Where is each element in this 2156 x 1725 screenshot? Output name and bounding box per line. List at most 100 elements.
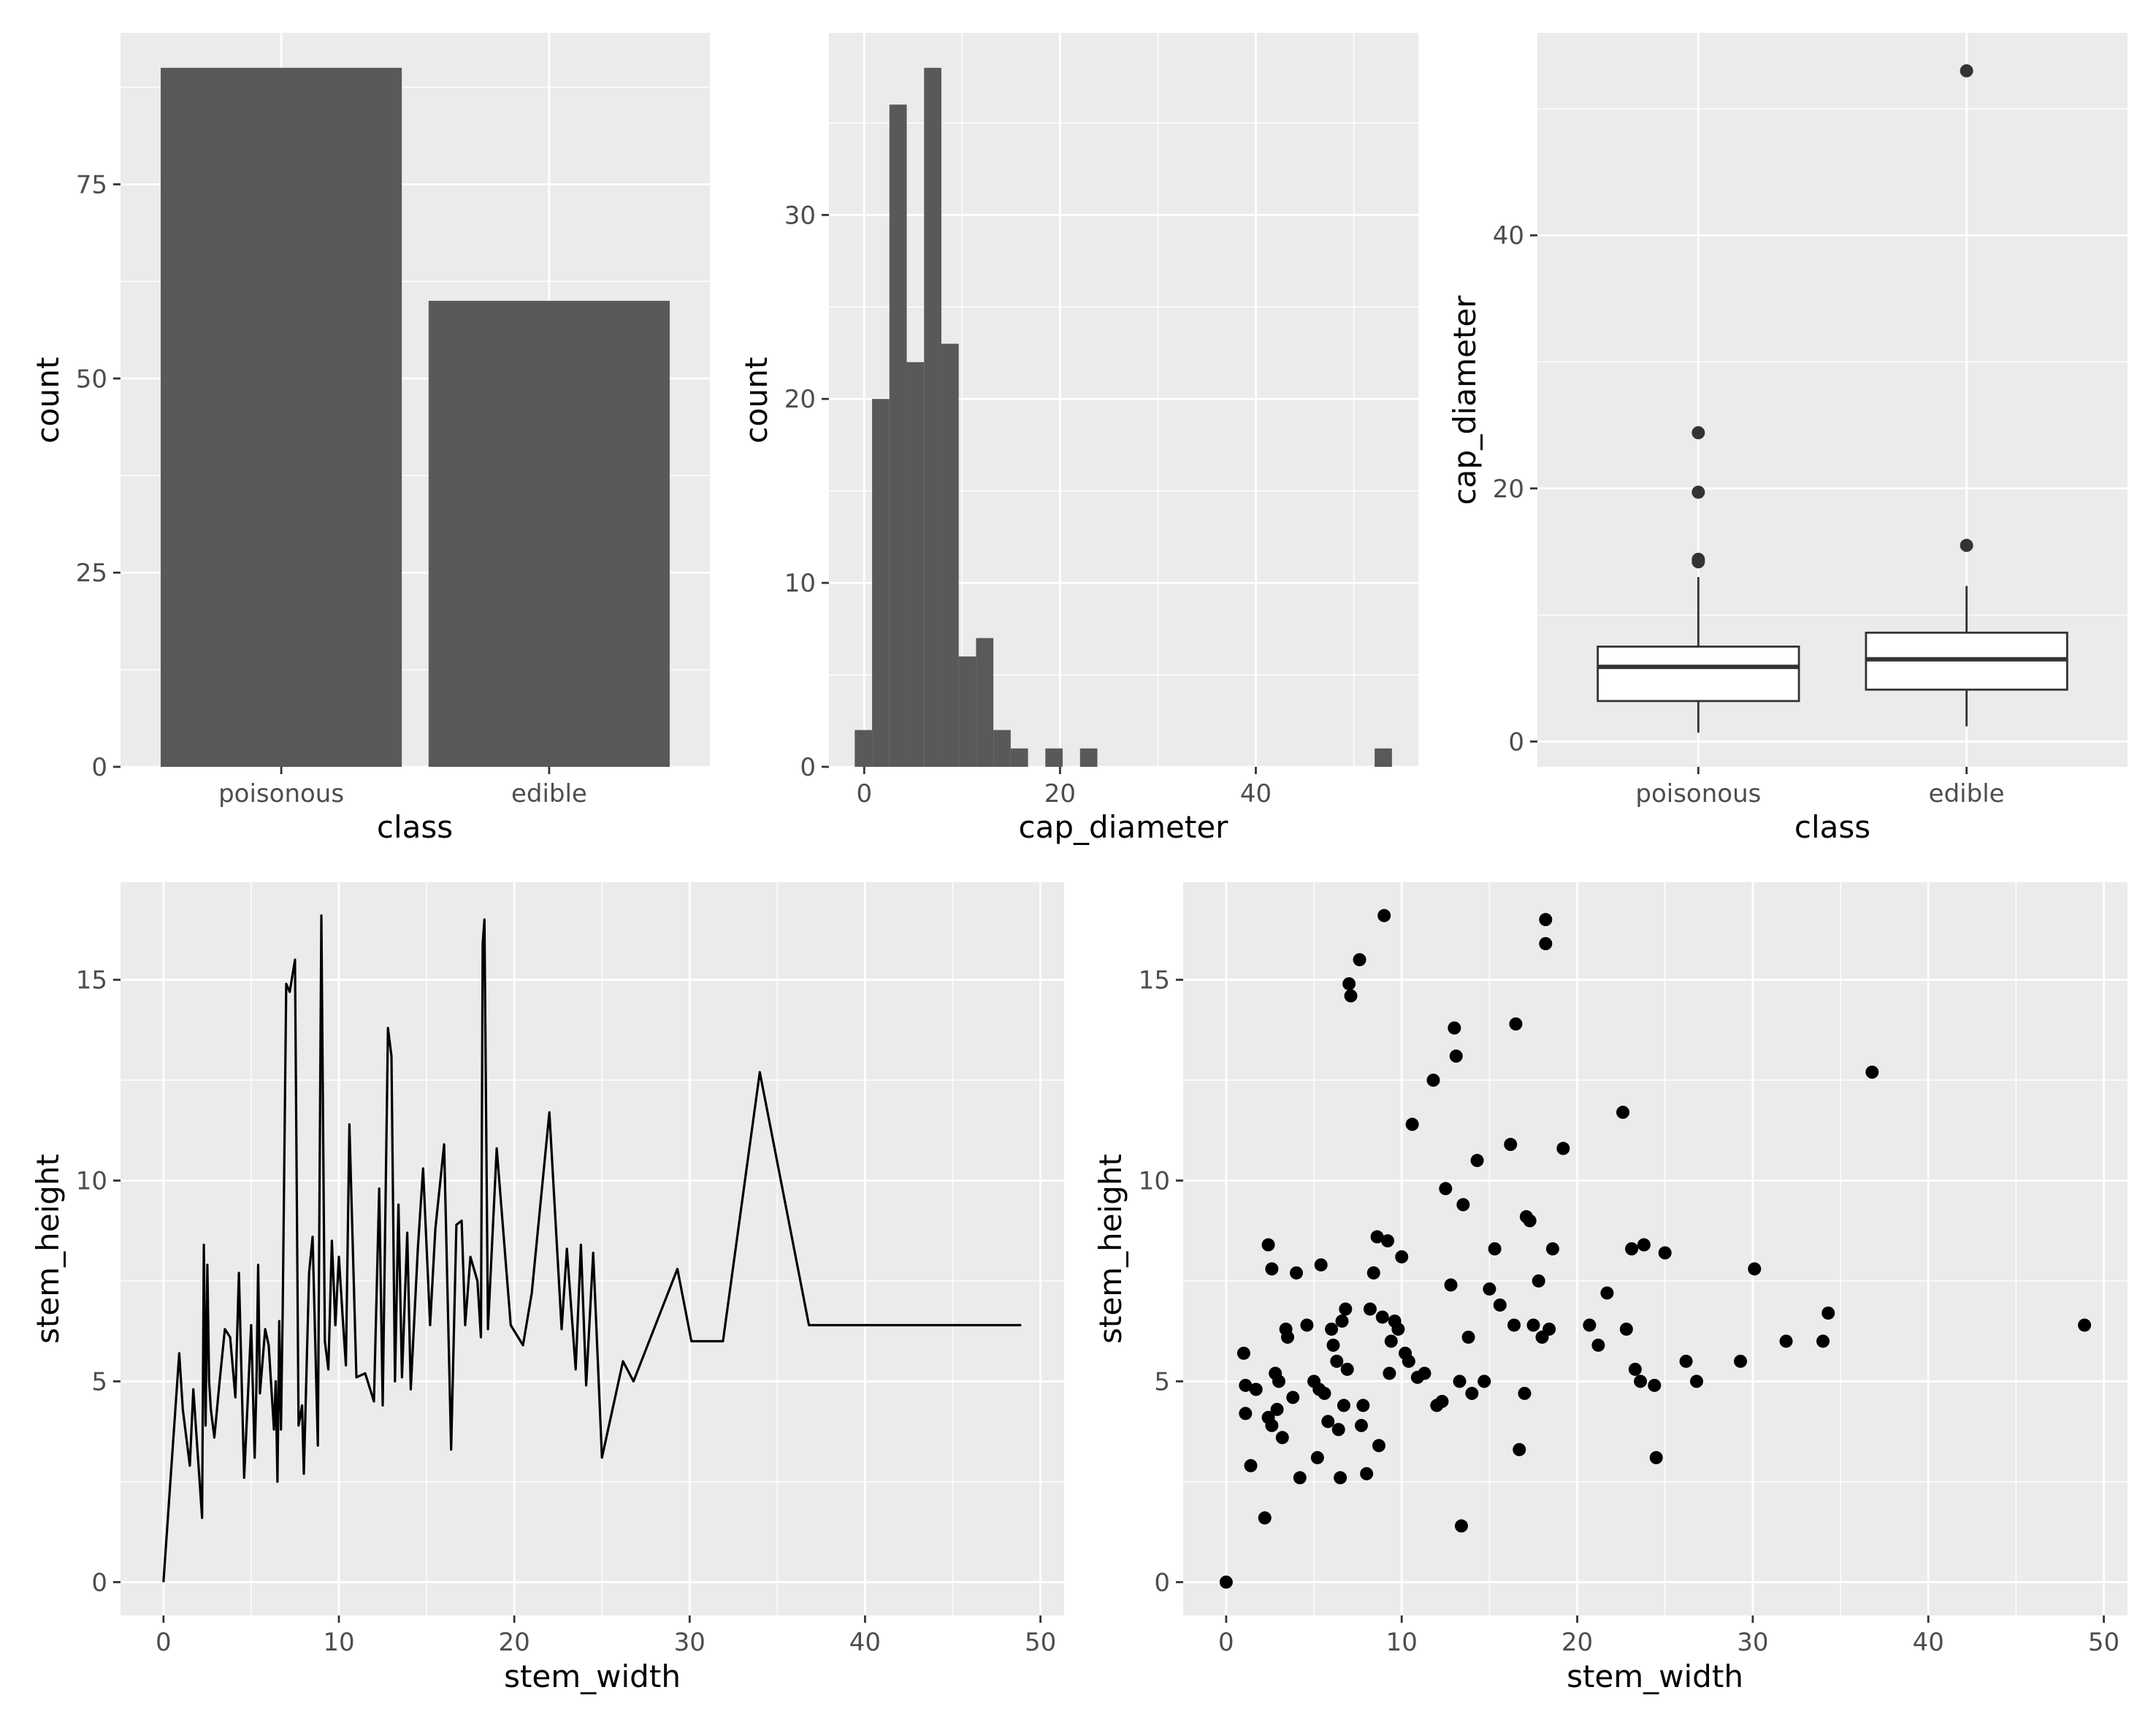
class-bar-bar-edible <box>428 300 670 767</box>
cap-hist-xlabel: cap_diameter <box>1019 809 1229 845</box>
stem-scatter-point <box>1335 1314 1349 1328</box>
class-bar-ytick-label: 0 <box>91 753 107 782</box>
stem-scatter-point <box>1449 1049 1463 1063</box>
stem-scatter-point <box>1366 1266 1380 1280</box>
stem-scatter-point <box>1272 1374 1285 1388</box>
cap-hist-ytick-label: 0 <box>800 753 816 782</box>
stem-scatter-point <box>1342 977 1356 991</box>
class-bar-xtick-label: poisonous <box>218 779 344 808</box>
stem-line-chart: 0 5 10 15 0 10 20 30 40 50 <box>76 882 1064 1657</box>
stem-scatter-point <box>1275 1431 1289 1445</box>
stem-scatter-point <box>1286 1391 1300 1404</box>
stem-scatter-point <box>1461 1330 1475 1344</box>
stem-scatter-point <box>1435 1394 1449 1408</box>
cap-box-ytick-label: 20 <box>1493 475 1524 504</box>
stem-scatter-point <box>1395 1250 1409 1263</box>
stem-scatter-point <box>1344 989 1358 1003</box>
stem-scatter-point <box>1426 1074 1440 1087</box>
stem-scatter-point <box>1523 1214 1537 1228</box>
cap-hist-bin <box>958 656 976 767</box>
stem-scatter-point <box>1249 1382 1263 1396</box>
stem-scatter-point <box>1493 1298 1507 1312</box>
stem-scatter-point <box>1625 1242 1639 1255</box>
stem-scatter-point <box>1619 1322 1633 1336</box>
stem-line-xtick-label: 0 <box>156 1628 172 1657</box>
stem-scatter-xtick-label: 40 <box>1913 1628 1944 1657</box>
stem-scatter-point <box>1354 1418 1368 1432</box>
stem-scatter-point <box>1384 1334 1398 1348</box>
stem-scatter-point <box>1649 1450 1663 1464</box>
cap-boxplot: 0 20 40 poisonous edible <box>1493 33 2128 808</box>
cap-hist-bin <box>993 730 1011 767</box>
stem-scatter-xtick-label: 20 <box>1561 1628 1593 1657</box>
cap-box-xtick-label: poisonous <box>1635 779 1761 808</box>
stem-scatter-point <box>1318 1386 1331 1400</box>
stem-scatter-point <box>1331 1423 1345 1437</box>
cap-box-xtick-label: edible <box>1929 779 2005 808</box>
stem-scatter-point <box>1391 1322 1405 1336</box>
stem-scatter-point <box>1444 1278 1458 1292</box>
class-bar-ylabel: count <box>30 357 66 444</box>
stem-scatter-ytick-label: 0 <box>1154 1568 1170 1597</box>
stem-scatter-point <box>1470 1154 1484 1168</box>
stem-scatter-point <box>1339 1302 1353 1316</box>
stem-line-xtick-label: 50 <box>1025 1628 1056 1657</box>
stem-scatter-point <box>1326 1338 1340 1352</box>
class-bar-ytick-label: 50 <box>76 364 107 394</box>
class-bar-xtick-label: edible <box>511 779 587 808</box>
cap-histogram: 0 10 20 30 0 20 40 <box>784 33 1418 808</box>
stem-scatter-point <box>1258 1511 1272 1525</box>
stem-scatter-xtick-label: 0 <box>1218 1628 1234 1657</box>
stem-scatter-point <box>1648 1378 1662 1392</box>
cap-hist-ytick-label: 20 <box>784 385 816 414</box>
stem-scatter-point <box>1300 1318 1314 1332</box>
stem-scatter-point <box>1261 1238 1275 1252</box>
stem-scatter-point <box>1314 1258 1328 1271</box>
stem-scatter-point <box>1448 1021 1461 1035</box>
class-bar-ytick-label: 25 <box>76 559 107 588</box>
cap-box-outlier-poisonous <box>1691 485 1705 499</box>
stem-scatter-point <box>1405 1117 1419 1131</box>
stem-scatter-point <box>1453 1374 1467 1388</box>
class-bar-chart: 0 25 50 75 poisonous edible <box>76 33 710 808</box>
cap-hist-bin <box>976 638 994 767</box>
stem-scatter-point <box>1310 1450 1324 1464</box>
cap-hist-xtick-label: 0 <box>856 779 872 808</box>
stem-scatter-point <box>1321 1415 1335 1428</box>
stem-scatter-point <box>1816 1334 1830 1348</box>
stem-scatter-point <box>1591 1338 1605 1352</box>
stem-scatter-point <box>1513 1442 1526 1456</box>
stem-scatter-point <box>1377 909 1391 922</box>
cap-box-outlier-edible <box>1960 64 1973 77</box>
stem-scatter-point <box>1293 1471 1307 1485</box>
stem-scatter-point <box>1265 1262 1279 1276</box>
stem-scatter-point <box>1532 1274 1545 1288</box>
cap-hist-bin <box>941 343 959 767</box>
stem-scatter-point <box>1265 1418 1279 1432</box>
stem-scatter-point <box>1372 1439 1385 1453</box>
stem-scatter-point <box>1526 1318 1540 1332</box>
cap-hist-xtick-label: 20 <box>1044 779 1076 808</box>
stem-scatter-point <box>1375 1310 1389 1324</box>
stem-scatter-point <box>1504 1138 1518 1152</box>
stem-scatter-point <box>1734 1354 1748 1368</box>
stem-line-ytick-label: 5 <box>91 1367 107 1396</box>
stem-scatter-point <box>1488 1242 1502 1255</box>
stem-scatter-xtick-label: 10 <box>1386 1628 1418 1657</box>
stem-scatter-point <box>1402 1354 1415 1368</box>
stem-line-ytick-label: 15 <box>76 966 107 995</box>
stem-line-xtick-label: 20 <box>499 1628 530 1657</box>
cap-hist-bin <box>924 67 941 768</box>
stem-scatter-point <box>1689 1374 1703 1388</box>
stem-scatter-point <box>1556 1141 1570 1155</box>
class-bar-xlabel: class <box>377 809 453 845</box>
cap-box-outlier-poisonous <box>1691 426 1705 440</box>
cap-hist-bin <box>872 399 890 767</box>
stem-scatter-point <box>1439 1182 1453 1196</box>
cap-hist-bin <box>1375 748 1392 767</box>
stem-scatter-point <box>1219 1575 1233 1589</box>
stem-scatter-point <box>1616 1106 1630 1120</box>
stem-scatter-point <box>1865 1066 1879 1079</box>
stem-scatter-point <box>1244 1458 1258 1472</box>
stem-scatter-point <box>1465 1386 1479 1400</box>
